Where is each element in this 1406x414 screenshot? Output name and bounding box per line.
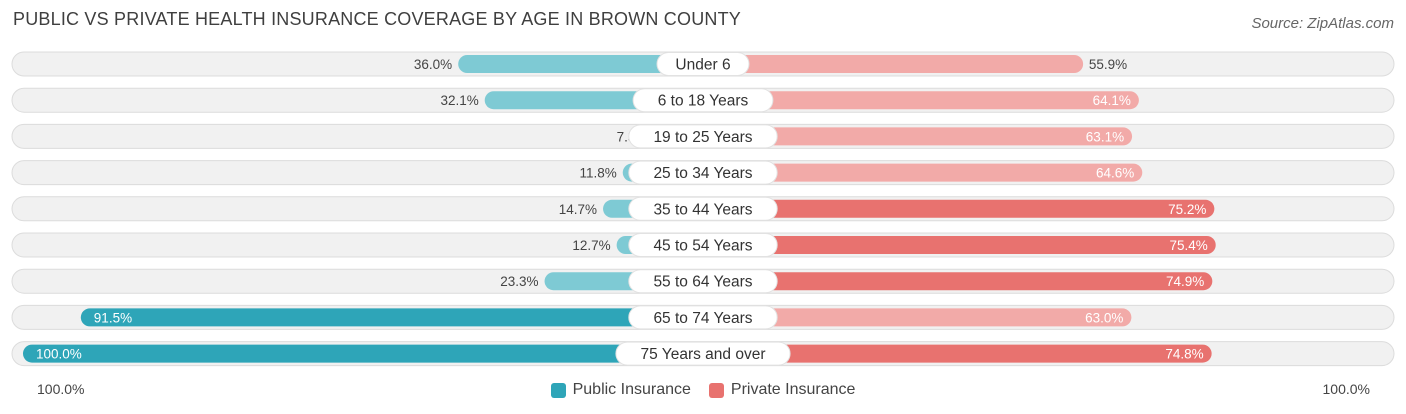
row-5: 12.7% 75.4% 45 to 54 Years [11,232,1395,258]
private-value-label: 74.8% [1165,347,1203,362]
private-bar[interactable] [703,272,1213,291]
public-value-label: 36.0% [414,57,452,72]
public-value-label: 14.7% [559,202,597,217]
private-value-label: 75.4% [1169,238,1207,253]
row-1: 32.1% 64.1% 6 to 18 Years [11,87,1395,113]
category-pill [628,305,778,330]
category-pill [615,341,791,366]
public-value-label: 100.0% [36,347,82,362]
private-bar[interactable] [703,55,1084,73]
row-8: 100.0% 74.8% 75 Years and over [11,341,1395,367]
source-label: Source: ZipAtlas.com [1251,15,1394,32]
private-bar[interactable] [703,199,1215,218]
row-3: 11.8% 64.6% 25 to 34 Years [11,160,1395,186]
private-value-label: 63.1% [1086,129,1124,144]
legend-label-public: Public Insurance [572,381,691,398]
private-bar[interactable] [703,308,1132,327]
public-value-label: 12.7% [572,238,610,253]
private-value-label: 74.9% [1166,274,1204,289]
category-pill [628,124,778,149]
row-0: 36.0% 55.9% Under 6 [11,51,1395,77]
legend-label-private: Private Insurance [730,381,856,398]
public-value-label: 32.1% [440,93,478,108]
category-label: Under 6 [675,57,730,74]
category-label: 35 to 44 Years [653,201,752,218]
private-value-label: 63.0% [1085,310,1123,325]
row-2: 7.3%63.1%19 to 25 Years [11,123,1395,149]
category-pill [656,52,750,76]
legend: Public Insurance Private Insurance [0,378,1406,402]
private-bar[interactable] [703,344,1212,363]
public-value-label: 91.5% [94,310,132,325]
private-bar[interactable] [703,236,1216,254]
row-6: 23.3% 74.9% 55 to 64 Years [11,268,1395,294]
public-value-label: 23.3% [500,274,538,289]
row-7: 91.5% 63.0% 65 to 74 Years [11,304,1395,330]
public-bar[interactable] [458,55,703,73]
public-swatch [550,382,566,398]
public-bar[interactable] [23,344,703,363]
legend-item-private[interactable]: Private Insurance [708,381,856,399]
category-pill [628,233,778,257]
category-label: 19 to 25 Years [653,129,752,146]
category-label: 75 Years and over [641,346,766,363]
axis-label-left: 100.0% [37,381,85,397]
diverging-bar-chart: 36.0% 55.9% Under 6 32.1% 64.1% 6 to 18 Years… [11,51,1395,367]
legend-item-public[interactable]: Public Insurance [550,381,691,399]
axis-label-right: 100.0% [1322,381,1370,397]
public-bar[interactable] [80,308,704,327]
category-label: 25 to 34 Years [653,165,752,182]
private-bar[interactable] [703,91,1139,110]
private-swatch [708,382,724,398]
public-value-label: 11.8% [579,166,616,181]
category-label: 6 to 18 Years [658,93,749,110]
category-pill [628,269,778,294]
private-bar[interactable] [703,163,1143,182]
category-pill [628,160,778,185]
private-value-label: 75.2% [1168,202,1206,217]
category-label: 45 to 54 Years [653,238,752,255]
category-pill [632,88,774,113]
private-value-label: 64.1% [1093,93,1131,108]
private-value-label: 55.9% [1089,57,1127,72]
category-label: 65 to 74 Years [653,310,752,327]
category-label: 55 to 64 Years [653,274,752,291]
private-bar[interactable] [703,127,1133,146]
row-4: 14.7% 75.2% 35 to 44 Years [11,196,1395,222]
category-pill [628,196,778,221]
chart-title: PUBLIC VS PRIVATE HEALTH INSURANCE COVER… [13,9,742,29]
private-value-label: 64.6% [1096,166,1134,181]
